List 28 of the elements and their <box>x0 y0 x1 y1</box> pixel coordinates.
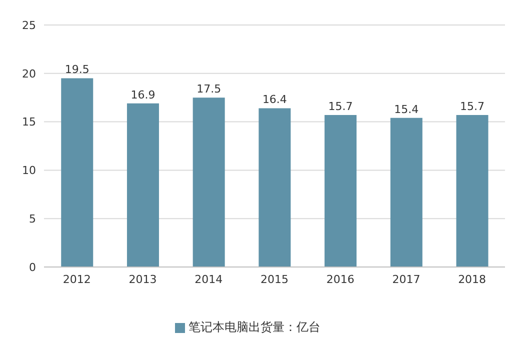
data-label: 16.4 <box>262 93 287 106</box>
bar <box>324 115 357 267</box>
bar <box>126 103 159 267</box>
data-label: 16.9 <box>130 88 156 102</box>
x-tick-label: 2012 <box>62 272 91 286</box>
x-tick-label: 2014 <box>194 272 223 286</box>
x-tick-label: 2013 <box>128 272 157 286</box>
data-label: 15.7 <box>328 100 353 114</box>
y-tick-label: 5 <box>29 212 36 226</box>
bar <box>390 118 422 267</box>
x-tick-label: 2016 <box>326 272 354 286</box>
y-tick-label: 10 <box>22 164 36 178</box>
bar <box>192 98 225 267</box>
bar <box>456 115 488 267</box>
bar <box>61 78 94 267</box>
data-label: 17.5 <box>196 82 222 96</box>
y-tick-label: 0 <box>29 260 36 274</box>
data-label: 19.5 <box>64 63 90 76</box>
legend-label: 笔记本电脑出货量：亿台 <box>188 320 320 334</box>
y-tick-label: 15 <box>22 116 36 129</box>
x-tick-label: 2017 <box>392 272 420 286</box>
data-label: 15.4 <box>394 102 419 116</box>
x-tick-label: 2015 <box>260 272 288 286</box>
bar <box>258 108 291 267</box>
data-label: 15.7 <box>460 100 485 114</box>
y-tick-label: 25 <box>22 18 36 32</box>
y-tick-label: 20 <box>22 67 36 80</box>
x-tick-label: 2018 <box>458 272 486 286</box>
